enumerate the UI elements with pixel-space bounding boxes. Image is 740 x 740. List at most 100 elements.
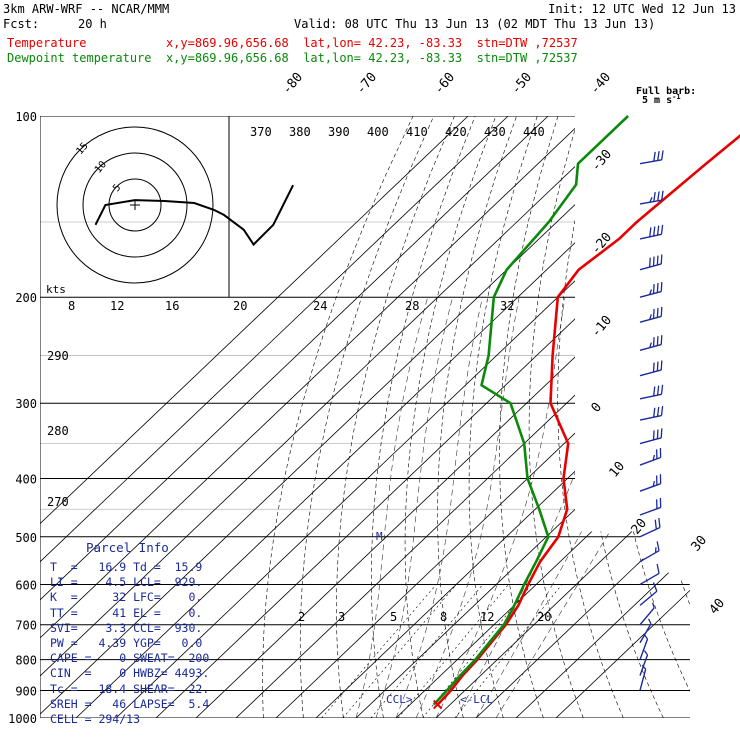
isotherm-line (40, 116, 629, 718)
surface-marker (432, 699, 443, 710)
isotherm-line (555, 116, 690, 718)
wind-barbs (639, 150, 664, 691)
moist-adiabat (355, 297, 428, 718)
dewpoint-legend: Dewpoint temperature x,y=869.96,656.68 l… (7, 51, 578, 65)
wind-barb-title-unit: 5 m s-1 (642, 93, 681, 106)
theta-label: 440 (523, 125, 545, 139)
isotherm-line (515, 116, 690, 718)
wind-barb (639, 306, 663, 323)
wind-barb (639, 634, 649, 660)
pressure-tick-label: 600 (15, 578, 37, 592)
isotherm-label: 30 (689, 533, 711, 555)
init-time: Init: 12 UTC Wed 12 Jun 13 (548, 2, 736, 16)
isotherm-label: -40 (588, 70, 615, 98)
moist-adiabat (375, 297, 453, 718)
model-title: 3km ARW-WRF -- NCAR/MMM (3, 2, 170, 16)
mixing-ratio-label: 5 (390, 610, 397, 624)
isotherm-line (40, 116, 669, 718)
temperature-profile (436, 134, 740, 706)
dry-adiabat (714, 116, 740, 718)
isotherm-label: -10 (589, 313, 616, 341)
pressure-tick-label: 300 (15, 397, 37, 411)
wind-barb (639, 150, 664, 165)
pressure-tick-label: 400 (15, 472, 37, 486)
parcel-info-row: CAPE = 0 SWEAT= 200 (50, 651, 210, 666)
wind-barb (639, 650, 649, 676)
theta-label: 370 (250, 125, 272, 139)
isotherm-line (395, 116, 690, 718)
moist-adiabat (395, 297, 483, 718)
isotherm-label: -70 (354, 70, 381, 98)
theta-label: 390 (328, 125, 350, 139)
isotherm-line (40, 116, 549, 718)
wind-barb (639, 190, 664, 205)
hodograph-ring (82, 152, 188, 258)
parcel-info-row: Tc = 18.4 SHEAR= 22. (50, 681, 210, 696)
dry-adiabat (612, 116, 690, 718)
hodograph-ring-label: 5 (111, 182, 123, 194)
pressure-tick-label: 200 (15, 291, 37, 305)
theta-label: 410 (406, 125, 428, 139)
valid-time: Valid: 08 UTC Thu 13 Jun 13 (02 MDT Thu … (294, 17, 656, 31)
parcel-info-title: Parcel Info (86, 540, 169, 555)
dry-adiabat (299, 116, 435, 718)
moist-adiabat (475, 297, 686, 718)
hodograph-ring (56, 126, 214, 284)
wind-barb (639, 517, 661, 538)
hodograph-trace (94, 184, 294, 247)
wind-barb (639, 564, 660, 586)
mixing-ratio-label: 8 (440, 610, 447, 624)
dry-adiabat (262, 116, 414, 718)
theta-label: 420 (445, 125, 467, 139)
mixing-ratio-line (370, 584, 484, 718)
isotherm-label: -80 (280, 70, 307, 98)
isotherm-label: 40 (707, 596, 729, 618)
parcel-info-row: K = 32 LFC= 0. (50, 590, 203, 605)
mixing-ratio-line (454, 584, 563, 718)
isotherm-line (195, 116, 690, 718)
theta-label: 380 (289, 125, 311, 139)
parcel-info-row: PW = 4.39 YGP= 0.0 (50, 636, 203, 650)
wind-barb (639, 664, 647, 691)
wind-barb (639, 335, 663, 351)
isotherm-line (40, 116, 509, 718)
mixing-ratio-label: 20 (537, 610, 551, 624)
moist-adiabat (435, 297, 566, 718)
theta-label: 400 (367, 125, 389, 139)
mixing-ratio-label: 2 (298, 610, 305, 624)
isotherm-line (40, 116, 589, 718)
mixing-ratio-line (321, 584, 437, 718)
pressure-tick-label: 800 (15, 654, 37, 668)
wind-barb (639, 602, 655, 626)
wind-barb (639, 360, 663, 377)
isotherm-line (435, 116, 690, 718)
wind-barb (639, 497, 662, 516)
isotherm-label: -60 (432, 70, 459, 98)
isotherm-line (475, 116, 690, 718)
parcel-info-row: TT = 41 EL = 0. (50, 605, 203, 620)
theta-label: 280 (47, 424, 69, 438)
wind-barb (639, 618, 652, 644)
pressure-tick-label: 900 (15, 684, 37, 698)
fcst-value: 20 h (78, 17, 107, 31)
wind-barb (639, 448, 662, 466)
isotherm-line (275, 116, 690, 718)
pressure-tick-label: 100 (15, 110, 37, 124)
kts-label: kts (46, 283, 66, 296)
parcel-info-row: CIN = 0 HWBZ= 4493. (50, 666, 210, 681)
temperature-legend: Temperature x,y=869.96,656.68 lat,lon= 4… (7, 36, 578, 50)
mixing-ratio-label: 16 (165, 299, 179, 313)
dry-adiabat (437, 116, 517, 718)
wind-barb (639, 428, 663, 445)
parcel-info-row: CELL = 294/13 (50, 712, 141, 726)
mixing-ratio-label: 32 (500, 299, 514, 313)
mixing-ratio-label: 28 (405, 299, 419, 313)
fcst-label: Fcst: (3, 17, 40, 31)
moist-adiabat (455, 297, 623, 718)
mixing-ratio-line (422, 584, 532, 718)
dry-adiabat (499, 116, 559, 718)
sounding-profiles (432, 115, 740, 710)
isotherm-label: 10 (607, 459, 629, 481)
parcel-info-row: LI = 4.5 LCL= 929. (50, 575, 203, 590)
